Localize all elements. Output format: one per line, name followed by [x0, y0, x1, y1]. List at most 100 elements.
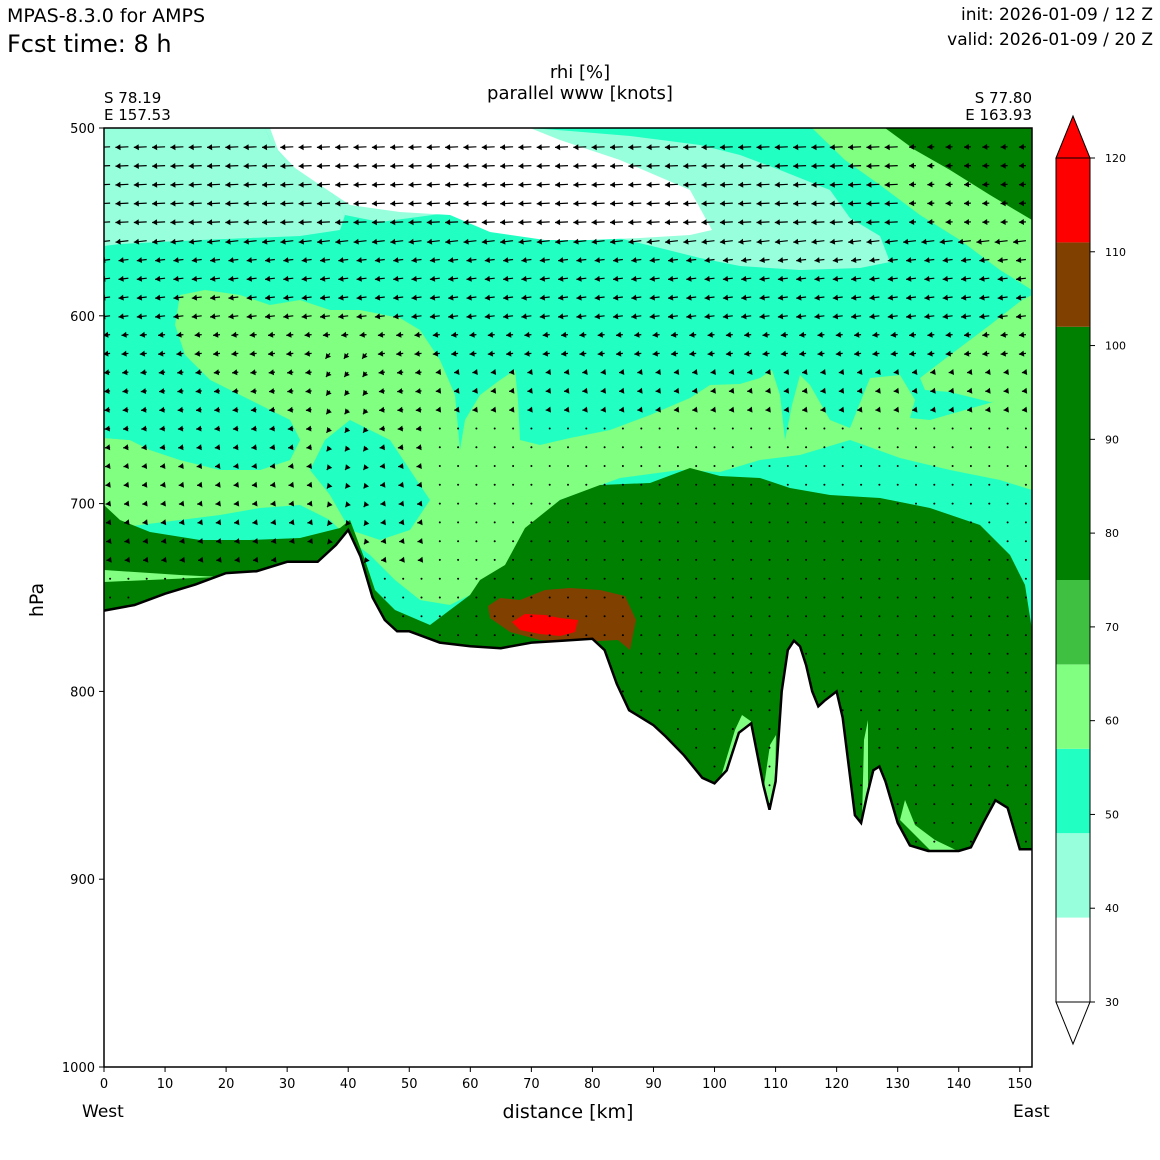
wind-arrow: [206, 200, 221, 207]
wind-arrow: [884, 200, 898, 207]
wind-arrow: [493, 446, 496, 449]
wind-arrow: [381, 556, 387, 563]
wind-arrow: [527, 387, 533, 394]
wind-arrow: [191, 275, 202, 282]
wind-arrow: [823, 427, 826, 430]
wind-arrow: [269, 406, 275, 413]
wind-arrow: [158, 350, 166, 357]
wind-arrow: [133, 181, 147, 188]
wind-arrow: [512, 596, 515, 599]
wind-arrow: [252, 556, 259, 563]
wind-arrow: [573, 181, 587, 188]
wind-arrow: [1018, 219, 1026, 225]
wind-arrow: [197, 538, 203, 544]
wind-arrow: [640, 502, 643, 505]
wind-arrow: [390, 163, 404, 169]
wind-arrow: [170, 163, 184, 169]
wind-arrow: [567, 427, 569, 430]
wind-arrow: [269, 425, 275, 432]
wind-arrow: [316, 163, 330, 169]
wind-arrow: [177, 406, 184, 413]
wind-arrow: [713, 728, 716, 730]
wind-arrow: [695, 521, 698, 524]
wind-arrow: [969, 746, 972, 749]
wind-arrow: [774, 238, 788, 245]
wind-arrow: [658, 427, 661, 430]
wind-arrow: [270, 538, 277, 544]
wind-arrow: [628, 219, 642, 226]
wind-arrow: [521, 275, 532, 282]
wind-arrow: [393, 294, 404, 301]
wind-arrow: [591, 238, 605, 245]
wind-arrow: [445, 219, 459, 226]
wind-arrow: [942, 294, 953, 301]
wind-arrow: [673, 369, 680, 375]
wind-arrow: [951, 840, 954, 843]
wind-arrow: [603, 521, 606, 524]
wind-arrow: [371, 200, 385, 207]
wind-arrow: [261, 219, 275, 226]
wind-arrow: [676, 615, 679, 618]
wind-arrow: [493, 615, 496, 618]
wind-arrow: [104, 221, 111, 223]
wind-arrow: [872, 331, 880, 338]
wind-arrow: [1024, 558, 1027, 561]
wind-arrow: [695, 558, 698, 561]
wind-arrow: [963, 162, 971, 169]
wind-arrow: [109, 596, 112, 599]
wind-arrow: [319, 257, 330, 263]
wind-arrow: [719, 219, 733, 226]
wind-arrow: [306, 425, 312, 432]
wind-arrow: [176, 350, 184, 357]
wind-arrow: [579, 331, 587, 338]
wind-arrow: [152, 181, 166, 188]
wind-arrow: [988, 671, 991, 674]
wind-arrow: [326, 519, 333, 527]
x-axis: 0 10 20 30 40 50 60 70 80 90 100 110 120 130 140 150: [100, 1067, 1032, 1092]
wind-arrow: [658, 465, 661, 467]
wind-arrow: [335, 181, 349, 188]
wind-arrow: [896, 483, 899, 486]
wind-arrow: [527, 406, 533, 413]
wind-arrow: [823, 558, 826, 561]
wind-arrow: [829, 163, 843, 169]
wind-arrow: [127, 577, 130, 580]
wind-arrow: [243, 238, 257, 245]
wind-arrow: [429, 294, 440, 301]
wind-arrow: [683, 181, 697, 188]
wind-arrow: [884, 219, 898, 226]
wind-arrow: [475, 521, 478, 524]
wind-arrow: [796, 257, 807, 263]
wind-arrow: [417, 519, 423, 526]
wind-arrow: [609, 200, 623, 207]
wind-arrow: [731, 558, 734, 561]
wind-arrow: [188, 219, 202, 226]
wind-arrow: [676, 652, 679, 655]
wind-arrow: [851, 313, 862, 320]
rhi-fill-layer: [104, 128, 1032, 1067]
wind-arrow: [860, 596, 863, 599]
wind-arrow: [658, 521, 661, 524]
wind-arrow: [411, 294, 422, 301]
wind-arrow: [823, 596, 826, 599]
wind-arrow: [985, 369, 991, 375]
wind-arrow: [988, 558, 991, 561]
wind-arrow: [731, 728, 734, 730]
wind-arrow: [1006, 746, 1009, 749]
wind-arrow: [777, 257, 788, 263]
wind-arrow: [701, 219, 715, 226]
wind-arrow: [988, 427, 991, 430]
wind-arrow: [448, 275, 459, 282]
wind-arrow: [713, 427, 716, 430]
wind-arrow: [658, 690, 661, 693]
rhi-fill-60-lower-left: [104, 570, 260, 582]
wind-arrow: [188, 144, 202, 151]
wind-arrow: [921, 238, 935, 245]
wind-arrow: [628, 163, 642, 169]
wind-arrow: [105, 500, 111, 507]
wind-arrow: [722, 257, 733, 263]
colorbar-tick-label: 50: [1105, 808, 1119, 821]
wind-arrow: [509, 369, 515, 375]
wind-arrow: [933, 671, 936, 674]
